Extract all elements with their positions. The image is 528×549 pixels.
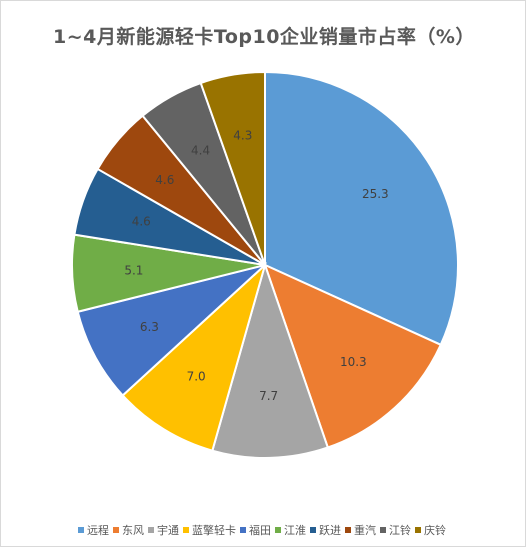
legend-swatch	[415, 527, 421, 533]
legend-label: 福田	[249, 524, 271, 537]
data-label-1: 25.3	[362, 187, 389, 201]
legend-label: 宇通	[157, 524, 179, 537]
legend-item-9: 江铃	[380, 522, 411, 538]
pie-slice-3	[211, 261, 330, 459]
pie-slice-4	[121, 261, 267, 452]
legend-item-4: 蓝擎轻卡	[183, 522, 236, 538]
data-label-8: 4.6	[155, 173, 174, 187]
data-label-6: 5.1	[124, 264, 143, 278]
pie-slice-1	[264, 70, 459, 347]
data-label-2: 10.3	[340, 355, 367, 369]
legend-swatch	[78, 527, 84, 533]
legend-label: 东风	[122, 524, 144, 537]
data-label-9: 4.4	[191, 144, 210, 158]
pie-slice-5	[76, 264, 266, 397]
legend-item-2: 东风	[113, 522, 144, 538]
legend-swatch	[275, 527, 281, 533]
legend-item-7: 跃进	[310, 522, 341, 538]
legend-item-1: 远程	[78, 522, 109, 538]
legend-item-5: 福田	[240, 522, 271, 538]
legend-swatch	[183, 527, 189, 533]
legend-label: 江铃	[389, 524, 411, 537]
legend-label: 蓝擎轻卡	[192, 524, 236, 537]
pie-slice-10	[199, 70, 266, 266]
legend-item-10: 庆铃	[415, 522, 446, 538]
legend-label: 远程	[87, 524, 109, 537]
chart-title: 1~4月新能源轻卡Top10企业销量市占率（%）	[53, 26, 475, 48]
legend-swatch	[240, 527, 246, 533]
legend-item-8: 重汽	[345, 522, 376, 538]
legend-item-3: 宇通	[148, 522, 179, 538]
legend-label: 重汽	[354, 524, 376, 537]
legend-label: 跃进	[319, 524, 341, 537]
legend-swatch	[310, 527, 316, 533]
legend-label: 江淮	[284, 524, 306, 537]
chart-legend: 远程 东风 宇通 蓝擎轻卡 福田 江淮 跃进 重汽 江铃 庆铃	[0, 522, 528, 538]
pie-slice-2	[263, 263, 443, 449]
legend-swatch	[380, 527, 386, 533]
data-label-3: 7.7	[259, 389, 278, 403]
data-label-7: 4.6	[132, 214, 151, 228]
data-label-10: 4.3	[233, 129, 252, 143]
data-label-5: 6.3	[140, 320, 159, 334]
legend-label: 庆铃	[424, 524, 446, 537]
legend-swatch	[345, 527, 351, 533]
legend-swatch	[148, 527, 154, 533]
legend-item-6: 江淮	[275, 522, 306, 538]
data-label-4: 7.0	[187, 370, 206, 384]
legend-swatch	[113, 527, 119, 533]
